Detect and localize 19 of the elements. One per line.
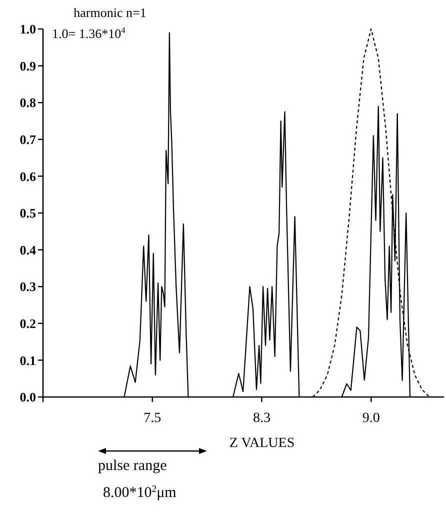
y-tick-label: 0.4	[20, 242, 36, 258]
y-tick-label: 0.1	[20, 352, 36, 368]
y-tick-label: 0.0	[20, 390, 36, 405]
x-axis-title: Z VALUES	[229, 436, 295, 451]
x-tick-label: 9.0	[362, 411, 380, 426]
y-tick-label: 0.7	[20, 132, 36, 147]
text: 8.00*10$^{2}$μm	[103, 484, 177, 501]
y-tick-label: 0.6	[20, 168, 36, 184]
text: pulse range	[98, 458, 168, 474]
y-tick-label: 0.5	[20, 206, 36, 221]
annotation: 1.0= 1.36*10$^{4}$	[52, 25, 126, 41]
x-tick-label: 8.3	[252, 411, 270, 426]
x-tick-label: 7.5	[144, 411, 162, 426]
text: harmonic n=1	[74, 5, 146, 20]
y-tick-label: 0.2	[20, 316, 36, 331]
y-tick-label: 0.9	[20, 58, 36, 74]
y-tick-label: 0.3	[20, 279, 36, 294]
y-tick-label: 1.0	[20, 22, 36, 37]
y-tick-label: 0.8	[20, 95, 36, 110]
